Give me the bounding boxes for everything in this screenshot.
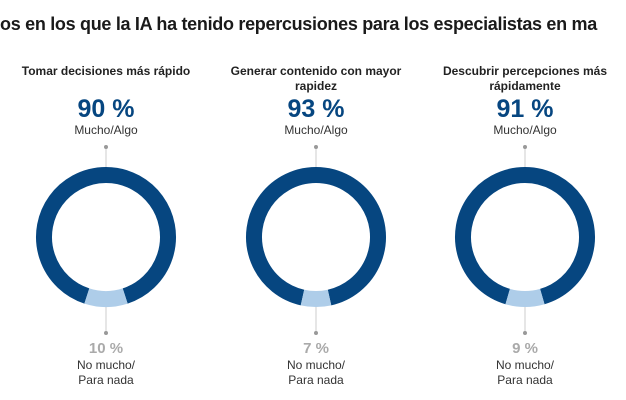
donut-footer: 9 % No mucho/ Para nada xyxy=(425,340,625,388)
low-text: No mucho/ xyxy=(286,358,346,372)
donut-chart xyxy=(246,145,386,335)
category-label: Descubrir percepciones más rápidamente xyxy=(442,64,608,93)
donut-header: Descubrir percepciones más rápidamente 9… xyxy=(425,64,625,138)
low-text: Para nada xyxy=(497,373,553,387)
leader-dot-bottom xyxy=(104,331,108,335)
category-label: Generar contenido con mayor rapidez xyxy=(230,64,402,93)
donut-segment-low xyxy=(505,288,545,307)
donut-footer: 7 % No mucho/ Para nada xyxy=(216,340,416,388)
chart-title: os en los que la IA ha tenido repercusio… xyxy=(0,14,597,34)
leader-dot-bottom xyxy=(523,331,527,335)
low-value-label: 10 % xyxy=(88,340,124,357)
high-value-label: 91 % xyxy=(496,95,554,123)
donut-segment-low xyxy=(300,289,332,307)
high-text: Mucho/Algo xyxy=(284,123,348,137)
donut-chart xyxy=(36,145,176,335)
leader-dot-top xyxy=(523,145,527,149)
low-text: No mucho/ xyxy=(495,358,555,372)
low-value-label: 9 % xyxy=(512,340,538,357)
donut-segment-high xyxy=(246,167,386,306)
low-text: Para nada xyxy=(288,373,344,387)
high-value-label: 90 % xyxy=(77,95,135,123)
low-value-label: 7 % xyxy=(303,340,329,357)
donut-chart xyxy=(455,145,595,335)
leader-dot-top xyxy=(314,145,318,149)
high-value-label: 93 % xyxy=(287,95,345,123)
high-text: Mucho/Algo xyxy=(493,123,557,137)
low-text: Para nada xyxy=(78,373,134,387)
high-text: Mucho/Algo xyxy=(74,123,138,137)
leader-dot-top xyxy=(104,145,108,149)
donut-header: Tomar decisiones más rápido 90 % Mucho/A… xyxy=(6,64,206,138)
donut-segment-low xyxy=(84,288,128,307)
donut-header: Generar contenido con mayor rapidez 93 %… xyxy=(216,64,416,138)
donut-segment-high xyxy=(36,167,176,304)
category-label: Tomar decisiones más rápido xyxy=(21,64,191,78)
donut-footer: 10 % No mucho/ Para nada xyxy=(6,340,206,388)
leader-dot-bottom xyxy=(314,331,318,335)
low-text: No mucho/ xyxy=(76,358,136,372)
donut-segment-high xyxy=(455,167,595,305)
